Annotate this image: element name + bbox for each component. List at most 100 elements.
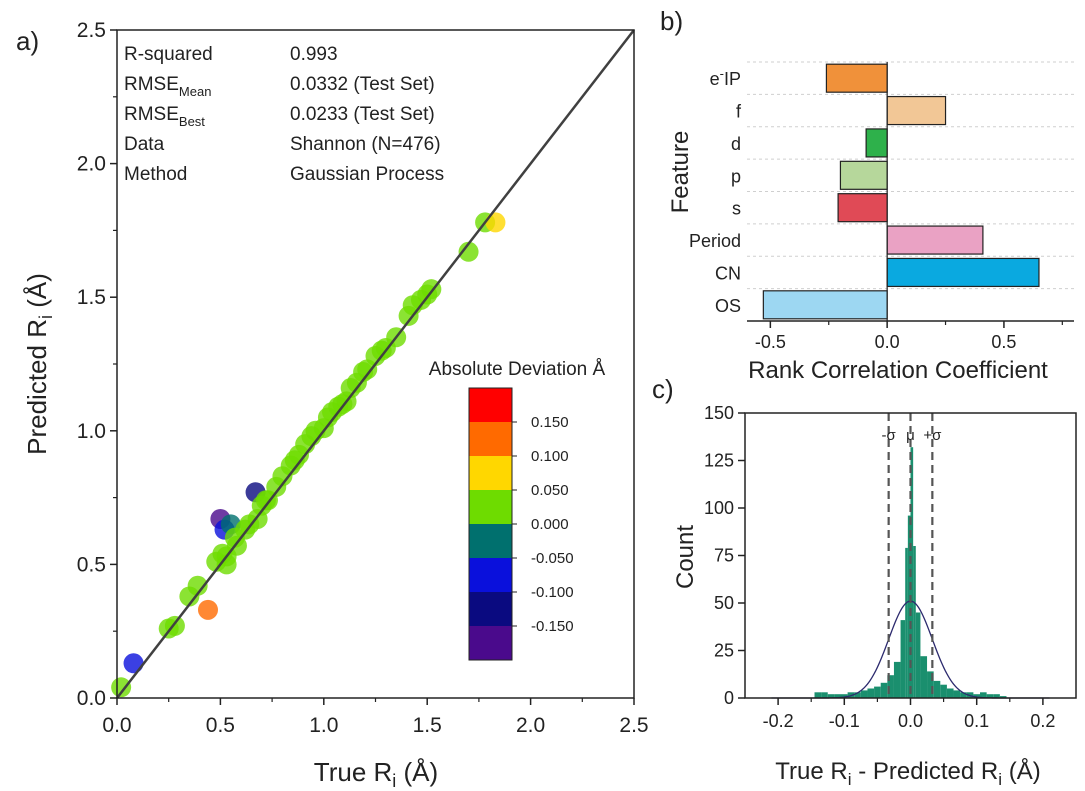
hist-bar [980, 692, 987, 698]
y-tick-label: 1.0 [77, 420, 106, 443]
hist-y-tick-label: 125 [704, 451, 734, 471]
stat-value: 0.0332 (Test Set) [290, 74, 435, 95]
colorbar-segment [469, 524, 512, 558]
feature-bar [825, 63, 888, 93]
hist-bar [913, 546, 916, 698]
hist-bar [946, 688, 954, 698]
sigma-lines: -σ μ +σ [882, 413, 942, 698]
hist-bar [953, 690, 961, 698]
colorbar-segment [469, 388, 512, 422]
feature-label: f [736, 102, 742, 122]
colorbar-segment [469, 422, 512, 456]
feature-bar [886, 257, 1040, 288]
colorbar-segment [469, 490, 512, 524]
feature-bar [886, 225, 984, 255]
hist-bar [893, 661, 901, 698]
x-tick-label: 0.0 [102, 714, 131, 737]
hist-bar [940, 684, 947, 698]
hist-x-axis-title: True Ri - Predicted Ri (Å) [775, 757, 1040, 789]
hist-bar [960, 692, 967, 698]
sigma-label: μ [906, 427, 915, 444]
stat-key: RMSEBest [124, 104, 205, 129]
hist-bar [860, 690, 868, 698]
x-tick-label: 1.0 [309, 714, 338, 737]
hist-y-tick-label: 50 [714, 593, 734, 613]
stat-value: Gaussian Process [290, 164, 444, 185]
stat-value: 0.993 [290, 44, 338, 65]
hist-bar [874, 686, 881, 698]
scatter-point [197, 599, 218, 620]
stat-key: RMSEMean [124, 74, 211, 99]
sigma-label: +σ [923, 427, 942, 444]
scatter-point [485, 212, 506, 233]
colorbar-tick-label: -0.100 [531, 584, 574, 601]
hist-y-tick-label: 150 [704, 403, 734, 423]
colorbar-tick-label: 0.100 [531, 448, 569, 465]
hist-bar [920, 656, 928, 698]
stat-value: Shannon (N=476) [290, 134, 441, 155]
y-tick-label: 2.5 [77, 19, 106, 42]
panel-b-label: b) [660, 6, 683, 36]
hist-x-tick-label: 0.0 [898, 711, 923, 731]
hist-x-tick-label: -0.2 [763, 711, 794, 731]
hist-bar [887, 675, 894, 698]
feature-label: CN [715, 263, 741, 283]
histogram-panel: c) -σ μ +σ -0.2 -0.1 0.0 0.1 0.2 0 25 50 75 100 125… [652, 374, 1077, 789]
colorbar: Absolute Deviation Å 0.150 0.100 0.050 0.00… [429, 359, 606, 661]
x-tick-label: 2.5 [619, 714, 648, 737]
colorbar-tick-label: 0.150 [531, 414, 569, 431]
y-tick-label: 0.5 [77, 553, 106, 576]
feature-label: OS [715, 296, 741, 316]
hist-bar [915, 612, 921, 698]
x-tick-label: 2.0 [516, 714, 545, 737]
bar-x-tick-label: -0.5 [755, 332, 786, 352]
bar-x-tick-label: 0.0 [875, 332, 900, 352]
y-tick-label: 2.0 [77, 153, 106, 176]
histogram-bars [814, 447, 1007, 698]
x-axis-ticks: 0.0 0.5 1.0 1.5 2.0 2.5 [102, 698, 649, 737]
feature-bar [837, 193, 888, 223]
colorbar-segment [469, 456, 512, 490]
y-axis-ticks: 0.0 0.5 1.0 1.5 2.0 2.5 [77, 19, 117, 710]
hist-bar [834, 694, 841, 698]
hist-bar [900, 620, 906, 698]
hist-bar [993, 694, 1000, 698]
panel-a-label: a) [16, 26, 39, 56]
hist-y-axis-title: Count [672, 525, 699, 589]
hist-bar [907, 515, 911, 698]
hist-x-ticks: -0.2 -0.1 0.0 0.1 0.2 [763, 698, 1055, 731]
hist-y-ticks: 0 25 50 75 100 125 150 [704, 403, 745, 708]
feature-bar [865, 128, 888, 158]
hist-bar [814, 692, 822, 698]
stat-value: 0.0233 (Test Set) [290, 104, 435, 125]
bar-x-axis-title: Rank Correlation Coefficient [748, 357, 1048, 384]
bar-x-tick-label: 0.5 [991, 332, 1016, 352]
hist-bar [986, 694, 994, 698]
feature-label: Period [689, 231, 741, 251]
hist-bar [840, 694, 848, 698]
sigma-label: -σ [882, 427, 897, 444]
scatter-panel: a) 0.0 0.5 1.0 1.5 2.0 2.5 0.0 0.5 1.0 1.5 2.0 2.5… [16, 19, 649, 791]
scatter-point [458, 241, 479, 262]
hist-x-tick-label: 0.2 [1030, 711, 1055, 731]
hist-bar [880, 682, 888, 698]
hist-y-tick-label: 75 [714, 546, 734, 566]
bar-gridlines [747, 61, 1074, 322]
hist-bar [999, 696, 1007, 698]
hist-bar [854, 692, 861, 698]
x-tick-label: 0.5 [206, 714, 235, 737]
scatter-point [123, 653, 144, 674]
feature-label: e-IP [710, 66, 741, 89]
scatter-point [111, 677, 132, 698]
panel-c-label: c) [652, 374, 674, 404]
stat-key: Data [124, 134, 165, 155]
colorbar-title: Absolute Deviation Å [429, 359, 606, 380]
hist-bar [933, 680, 941, 698]
colorbar-tick-label: 0.000 [531, 516, 569, 533]
feature-bar [762, 290, 888, 320]
hist-bar [821, 692, 828, 698]
y-tick-label: 1.5 [77, 286, 106, 309]
hist-y-tick-label: 25 [714, 641, 734, 661]
feature-bar [839, 160, 888, 190]
